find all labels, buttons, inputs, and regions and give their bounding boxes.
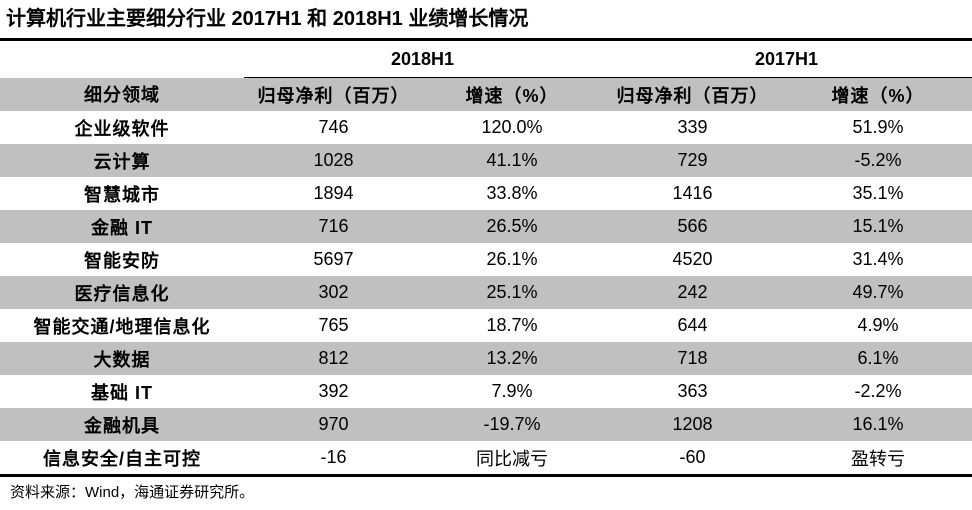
- net-profit-2018-cell: 746: [318, 117, 349, 137]
- table-row: 智慧城市 1894 33.8% 1416 35.1%: [0, 177, 972, 210]
- net-profit-2018-cell: 5697: [313, 249, 354, 269]
- net-profit-2017-cell: 4520: [672, 249, 713, 269]
- period-blank-cell: [0, 39, 244, 78]
- net-profit-2017-cell: 718: [601, 342, 784, 375]
- growth-2017-cell: 35.1%: [852, 183, 904, 203]
- net-profit-2018-cell: 812: [244, 342, 423, 375]
- growth-2017-cell: 6.1%: [784, 342, 972, 375]
- growth-2018-cell: 120.0%: [481, 117, 543, 137]
- net-profit-2018-cell: -16: [244, 441, 423, 477]
- growth-2018-cell: 25.1%: [423, 276, 601, 309]
- source-note: 资料来源：Wind，海通证券研究所。: [10, 484, 255, 501]
- growth-2017-cell: 49.7%: [784, 276, 972, 309]
- net-profit-2017-cell: 1416: [672, 183, 713, 203]
- growth-2017-cell: 16.1%: [784, 408, 972, 441]
- growth-2017-cell: 盈转亏: [784, 441, 972, 477]
- table-row: 信息安全/自主可控 -16 同比减亏 -60 盈转亏: [0, 441, 972, 477]
- net-profit-2018-cell: 1028: [244, 144, 423, 177]
- table-row: 基础 IT 392 7.9% 363 -2.2%: [0, 375, 972, 408]
- growth-2018-cell: 41.1%: [423, 144, 601, 177]
- segment-cell: 医疗信息化: [0, 276, 244, 309]
- segment-cell: 企业级软件: [74, 118, 170, 139]
- net-profit-2018-cell: 302: [244, 276, 423, 309]
- net-profit-2018-cell: 392: [318, 381, 349, 401]
- header-growth-2018: 增速（%）: [423, 77, 601, 111]
- period-2017h1: 2017H1: [601, 39, 972, 78]
- segment-cell: 大数据: [0, 342, 244, 375]
- table-row: 金融机具 970 -19.7% 1208 16.1%: [0, 408, 972, 441]
- table-row: 智能交通/地理信息化 765 18.7% 644 4.9%: [0, 309, 972, 342]
- net-profit-2018-cell: 716: [244, 210, 423, 243]
- net-profit-2018-cell: 1894: [313, 183, 354, 203]
- header-segment: 细分领域: [0, 77, 244, 111]
- header-net-profit-2017: 归母净利（百万）: [601, 77, 784, 111]
- header-growth-2017: 增速（%）: [784, 77, 972, 111]
- table-row: 企业级软件 746 120.0% 339 51.9%: [0, 111, 972, 144]
- performance-table: 2018H1 2017H1 细分领域 归母净利（百万） 增速（%） 归母净利（百…: [0, 38, 972, 477]
- net-profit-2017-cell: 339: [677, 117, 708, 137]
- growth-2017-cell: -5.2%: [784, 144, 972, 177]
- header-net-profit-2018: 归母净利（百万）: [244, 77, 423, 111]
- segment-cell: 基础 IT: [91, 382, 153, 403]
- growth-2018-cell: 26.1%: [486, 249, 538, 269]
- net-profit-2017-cell: 242: [601, 276, 784, 309]
- growth-2018-cell: 33.8%: [486, 183, 538, 203]
- growth-2018-cell: -19.7%: [423, 408, 601, 441]
- table-row: 医疗信息化 302 25.1% 242 49.7%: [0, 276, 972, 309]
- segment-cell: 智慧城市: [84, 184, 160, 205]
- period-2018h1: 2018H1: [244, 39, 601, 78]
- segment-cell: 智能交通/地理信息化: [33, 316, 211, 337]
- table-row: 大数据 812 13.2% 718 6.1%: [0, 342, 972, 375]
- growth-2018-cell: 7.9%: [491, 381, 533, 401]
- segment-cell: 金融机具: [0, 408, 244, 441]
- net-profit-2017-cell: 729: [601, 144, 784, 177]
- segment-cell: 信息安全/自主可控: [0, 441, 244, 477]
- net-profit-2017-cell: 363: [677, 381, 708, 401]
- net-profit-2018-cell: 765: [318, 315, 349, 335]
- growth-2017-cell: 4.9%: [857, 315, 899, 335]
- column-header-row: 细分领域 归母净利（百万） 增速（%） 归母净利（百万） 增速（%）: [0, 77, 972, 111]
- growth-2018-cell: 同比减亏: [423, 441, 601, 477]
- growth-2017-cell: 15.1%: [784, 210, 972, 243]
- performance-table-container: 2018H1 2017H1 细分领域 归母净利（百万） 增速（%） 归母净利（百…: [0, 38, 972, 477]
- net-profit-2017-cell: 566: [601, 210, 784, 243]
- growth-2017-cell: -2.2%: [854, 381, 902, 401]
- segment-cell: 金融 IT: [0, 210, 244, 243]
- table-row: 金融 IT 716 26.5% 566 15.1%: [0, 210, 972, 243]
- growth-2018-cell: 26.5%: [423, 210, 601, 243]
- net-profit-2018-cell: 970: [244, 408, 423, 441]
- table-row: 智能安防 5697 26.1% 4520 31.4%: [0, 243, 972, 276]
- net-profit-2017-cell: 644: [677, 315, 708, 335]
- growth-2017-cell: 51.9%: [852, 117, 904, 137]
- net-profit-2017-cell: 1208: [601, 408, 784, 441]
- growth-2018-cell: 13.2%: [423, 342, 601, 375]
- net-profit-2017-cell: -60: [601, 441, 784, 477]
- table-body: 企业级软件 746 120.0% 339 51.9% 云计算 1028 41.1…: [0, 111, 972, 477]
- period-header-row: 2018H1 2017H1: [0, 39, 972, 78]
- page-title: 计算机行业主要细分行业 2017H1 和 2018H1 业绩增长情况: [6, 8, 529, 30]
- table-row: 云计算 1028 41.1% 729 -5.2%: [0, 144, 972, 177]
- growth-2017-cell: 31.4%: [852, 249, 904, 269]
- segment-cell: 云计算: [0, 144, 244, 177]
- segment-cell: 智能安防: [84, 250, 160, 271]
- growth-2018-cell: 18.7%: [486, 315, 538, 335]
